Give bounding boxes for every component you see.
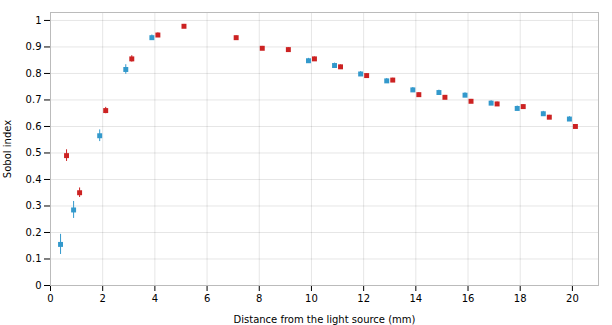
svg-text:10: 10 bbox=[305, 293, 318, 304]
svg-text:16: 16 bbox=[462, 293, 475, 304]
svg-text:0.9: 0.9 bbox=[26, 41, 42, 52]
svg-text:2: 2 bbox=[100, 293, 106, 304]
svg-text:20: 20 bbox=[566, 293, 579, 304]
svg-text:0.4: 0.4 bbox=[26, 174, 42, 185]
svg-text:1: 1 bbox=[35, 15, 41, 26]
svg-text:0.1: 0.1 bbox=[26, 253, 42, 264]
svg-text:0.6: 0.6 bbox=[26, 121, 42, 132]
svg-text:0.7: 0.7 bbox=[26, 94, 42, 105]
svg-text:12: 12 bbox=[357, 293, 370, 304]
svg-text:6: 6 bbox=[204, 293, 210, 304]
svg-text:Distance from the light source: Distance from the light source (mm) bbox=[234, 314, 416, 325]
svg-text:4: 4 bbox=[152, 293, 158, 304]
svg-text:0.5: 0.5 bbox=[26, 147, 42, 158]
svg-text:0: 0 bbox=[35, 280, 41, 291]
svg-text:14: 14 bbox=[409, 293, 422, 304]
svg-text:8: 8 bbox=[256, 293, 262, 304]
svg-text:Sobol index: Sobol index bbox=[2, 120, 13, 178]
svg-text:0.8: 0.8 bbox=[26, 68, 42, 79]
svg-text:0.2: 0.2 bbox=[26, 227, 42, 238]
svg-text:0: 0 bbox=[47, 293, 53, 304]
svg-text:18: 18 bbox=[514, 293, 527, 304]
svg-text:0.3: 0.3 bbox=[26, 200, 42, 211]
